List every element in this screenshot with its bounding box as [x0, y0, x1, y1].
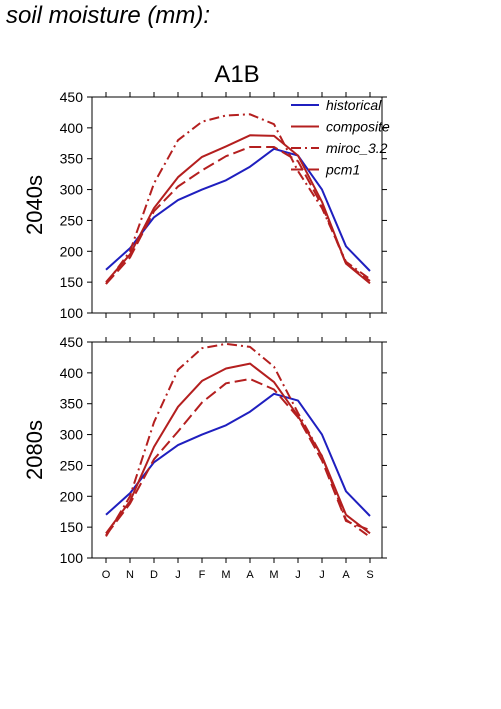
x-tick-label: M: [269, 569, 278, 581]
y-tick-label: 300: [60, 427, 84, 443]
legend-label-composite: composite: [326, 119, 390, 135]
legend-label-pcm1: pcm1: [325, 162, 360, 178]
x-tick-label: N: [126, 569, 134, 581]
series-group: [105, 113, 371, 285]
y-tick-label: 150: [60, 519, 84, 535]
y-tick-label: 150: [60, 274, 84, 290]
x-tick-label: J: [295, 569, 301, 581]
legend-label-miroc_3.2: miroc_3.2: [326, 140, 388, 156]
y-tick-label: 300: [60, 182, 84, 198]
y-tick-label: 100: [60, 550, 84, 566]
y-tick-label: 400: [60, 120, 84, 136]
legend-label-historical: historical: [326, 97, 382, 113]
y-tick-label: 200: [60, 243, 84, 259]
y-tick-label: 450: [60, 89, 84, 105]
y-tick-label: 100: [60, 305, 84, 321]
x-tick-label: M: [221, 569, 230, 581]
series-line-composite: [105, 134, 371, 285]
y-tick-label: 250: [60, 457, 84, 473]
series-line-composite: [105, 362, 371, 535]
y-tick-label: 350: [60, 396, 84, 412]
y-tick-label: 350: [60, 151, 84, 167]
x-tick-label: J: [175, 569, 181, 581]
y-axis-label: 2040s: [22, 175, 47, 235]
series-line-miroc_3.2: [105, 342, 371, 538]
y-tick-label: 200: [60, 488, 84, 504]
series-line-historical: [105, 392, 371, 517]
y-tick-label: 400: [60, 365, 84, 381]
x-tick-label: D: [150, 569, 158, 581]
series-group: [105, 342, 371, 538]
figure-title: soil moisture (mm):: [6, 2, 211, 29]
x-tick-label: A: [246, 569, 254, 581]
plot-frame: [91, 96, 383, 314]
y-tick-label: 250: [60, 212, 84, 228]
x-tick-label: A: [342, 569, 350, 581]
series-line-historical: [105, 147, 371, 272]
panel-2040s: 100 150 200 250 300 350 400 450 2040s historical c…: [22, 89, 390, 321]
series-line-pcm1: [105, 378, 371, 536]
plot-frame: [91, 341, 383, 559]
legend: historical composite miroc_3.2 pcm1: [291, 97, 390, 178]
x-tick-label: S: [366, 569, 373, 581]
x-tick-label: F: [199, 569, 206, 581]
chart-title: A1B: [214, 61, 259, 88]
series-line-pcm1: [105, 146, 371, 285]
y-tick-label: 450: [60, 334, 84, 350]
chart-panels: 100 150 200 250 300 350 400 450 2040s historical c…: [22, 89, 390, 581]
y-axis-label: 2080s: [22, 420, 47, 480]
series-line-miroc_3.2: [105, 113, 371, 285]
panel-2080s: 100 150 200 250 300 350 400 450 O N D J F M A M J J A S 2080…: [22, 334, 387, 581]
x-tick-label: O: [102, 569, 111, 581]
x-tick-label: J: [319, 569, 325, 581]
